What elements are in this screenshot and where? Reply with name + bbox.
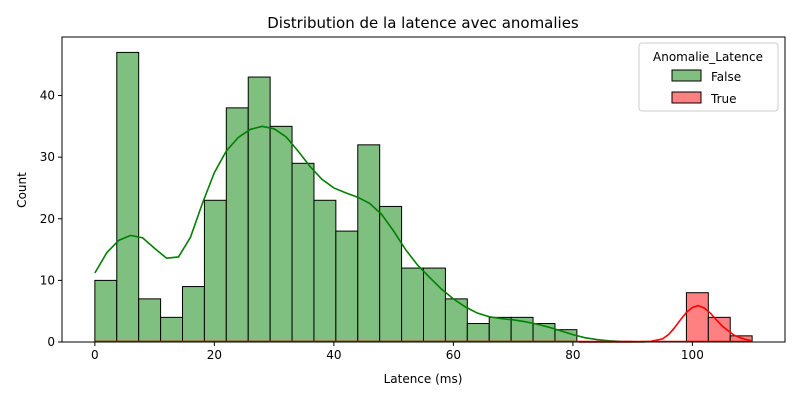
bar-false-11 (335, 230, 359, 343)
legend-swatch-false (671, 69, 702, 82)
y-axis-label: Count (15, 172, 29, 208)
x-tick-label-5: 100 (681, 348, 704, 362)
y-tick-label-3: 30 (40, 150, 55, 164)
bar-false-0 (94, 279, 118, 343)
y-tick-label-1: 10 (40, 273, 55, 287)
x-tick-label-2: 40 (326, 348, 341, 362)
legend: Anomalie_Latence False True (638, 42, 779, 112)
bar-false-10 (313, 199, 337, 343)
bar-false-5 (203, 199, 227, 343)
bar-false-6 (225, 107, 249, 343)
x-tick-label-0: 0 (91, 348, 99, 362)
chart-title: Distribution de la latence avec anomalie… (267, 14, 579, 32)
x-axis-label: Latence (ms) (384, 372, 463, 386)
bar-false-15 (423, 267, 446, 343)
kde-line-true (578, 304, 753, 343)
legend-label-false: False (711, 70, 741, 84)
bar-false-2 (138, 298, 162, 343)
bar-false-7 (247, 76, 271, 343)
bar-false-18 (488, 316, 512, 343)
y-tick-label-0: 0 (47, 335, 55, 349)
x-tick-label-1: 20 (207, 348, 222, 362)
bar-true-0 (685, 292, 709, 343)
bar-false-21 (554, 329, 578, 343)
bar-false-3 (160, 316, 184, 343)
kde-layer (94, 125, 753, 343)
bar-false-12 (357, 144, 381, 343)
bar-false-1 (116, 51, 140, 343)
bar-false-14 (401, 267, 425, 343)
bar-false-8 (269, 125, 293, 343)
bar-false-9 (291, 162, 315, 343)
bar-false-4 (182, 286, 205, 343)
axes-layer: 0 20 40 60 80 100 0 10 20 30 40 (40, 36, 786, 362)
bar-false-17 (466, 323, 490, 343)
x-tick-label-4: 80 (565, 348, 580, 362)
legend-label-true: True (710, 92, 737, 106)
kde-line-false (94, 125, 645, 343)
y-tick-label-2: 20 (40, 212, 55, 226)
bars-layer (94, 51, 753, 343)
legend-title: Anomalie_Latence (653, 50, 763, 64)
plot-frame (61, 36, 786, 343)
y-tick-label-4: 40 (40, 89, 55, 103)
legend-swatch-true (671, 91, 702, 104)
x-tick-label-3: 60 (446, 348, 461, 362)
